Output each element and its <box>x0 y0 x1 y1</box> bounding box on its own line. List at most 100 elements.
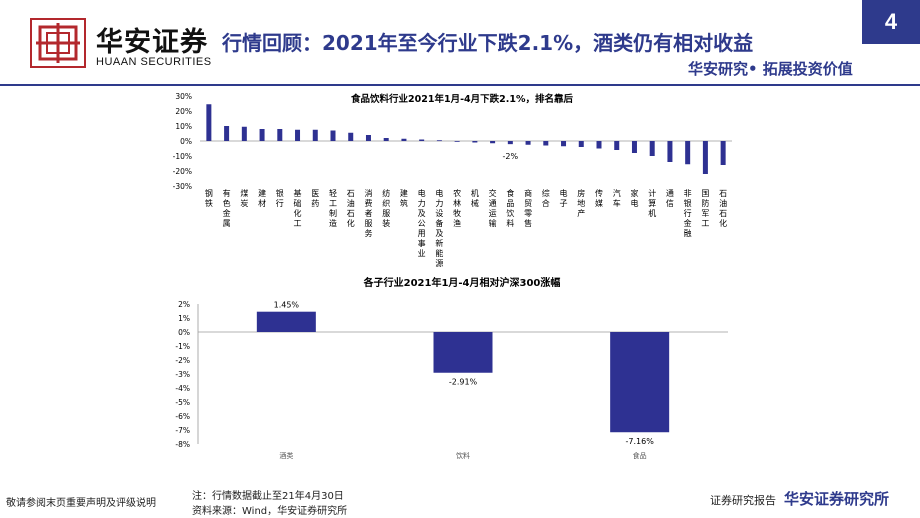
chart1-category-label: 机械 <box>471 188 479 208</box>
header-divider <box>0 84 920 86</box>
chart2-y-tick: -5% <box>175 398 190 407</box>
chart1-bar <box>720 141 726 165</box>
chart1-bar <box>277 129 283 141</box>
chart2-y-tick: -4% <box>175 384 190 393</box>
chart2-y-tick: 2% <box>178 300 190 309</box>
chart1-bar <box>224 126 230 141</box>
page-title: 行情回顾：2021年至今行业下跌2.1%，酒类仍有相对收益 <box>222 31 754 55</box>
chart1-bar <box>312 129 318 141</box>
chart1-bar <box>419 139 425 141</box>
chart1-annotation: -2% <box>503 152 519 161</box>
chart1-bar <box>702 141 708 174</box>
chart1-axis: 30% 20% 10% 0% -10% -20% -30% -2% <box>173 92 732 191</box>
chart1-category-label: 农林牧渔 <box>453 188 461 228</box>
data-note: 注：行情数据截止至21年4月30日 <box>192 491 344 502</box>
chart2-bar <box>256 311 316 332</box>
chart2-category-label: 食品 <box>633 451 647 460</box>
brand-name-english: HUAAN SECURITIES <box>96 56 212 68</box>
chart2-y-tick: 1% <box>178 314 190 323</box>
chart1-category-label: 国防军工 <box>701 189 709 228</box>
institute-name: 华安证券研究所 <box>784 490 890 508</box>
data-source: 资料来源：Wind，华安证券研究所 <box>192 506 348 517</box>
chart2-data-label: -7.16% <box>626 437 655 446</box>
chart1-category-label: 计算机 <box>648 188 656 218</box>
chart2-title: 各子行业2021年1月-4月相对沪深300涨幅 <box>363 276 561 289</box>
chart1-category-label: 综合 <box>542 188 550 208</box>
chart1-category-label: 交通运输 <box>489 188 497 228</box>
chart1-category-label: 医药 <box>311 189 319 208</box>
chart1-category-label: 商贸零售 <box>524 188 532 228</box>
chart1-category-label: 电力设备及新能源 <box>435 188 443 268</box>
chart1-bar <box>365 135 371 141</box>
chart2-y-tick: -6% <box>175 412 190 421</box>
chart1-y-tick: -10% <box>173 152 192 161</box>
chart1-category-label: 银行 <box>276 188 284 208</box>
chart1-bar <box>330 130 336 141</box>
chart1-category-label: 房地产 <box>577 188 585 218</box>
chart2-bars: 1.45% -2.91% -7.16% <box>256 301 670 446</box>
chart1-y-tick: 0% <box>180 137 192 146</box>
chart1-category-label: 电力及公用事业 <box>418 188 426 258</box>
chart1-bar <box>454 141 460 142</box>
disclaimer: 敬请参阅末页重要声明及评级说明 <box>6 498 156 509</box>
chart1-y-tick: 30% <box>175 92 192 101</box>
chart1-bar <box>596 141 602 149</box>
chart1-category-label: 消费者服务 <box>364 188 372 238</box>
chart1-bar <box>490 141 496 144</box>
chart1-bar <box>472 141 478 143</box>
chart1-bar <box>401 138 407 141</box>
chart1-y-tick: 20% <box>175 107 192 116</box>
chart2-y-tick: -8% <box>175 440 190 449</box>
chart1-category-label: 轻工制造 <box>329 188 337 228</box>
chart1-category-label: 电子 <box>560 188 568 208</box>
chart1-bar <box>259 129 265 141</box>
chart1-category-label: 食品饮料 <box>506 188 514 228</box>
chart1-bar <box>667 141 673 162</box>
chart1-bar <box>436 140 442 142</box>
chart1-bar <box>525 141 531 145</box>
chart1-bar <box>578 141 584 147</box>
chart1-bar <box>631 141 637 153</box>
chart1-category-label: 建材 <box>258 188 266 208</box>
logo-seal-icon <box>36 23 80 63</box>
chart2-y-tick: 0% <box>178 328 190 337</box>
chart1-y-tick: 10% <box>175 122 192 131</box>
logo-mark <box>30 18 86 68</box>
chart2-y-tick: -7% <box>175 426 190 435</box>
chart2-data-label: -2.91% <box>449 378 478 387</box>
chart1-bars <box>206 104 726 174</box>
chart1-category-label: 通信 <box>666 188 674 208</box>
chart1-category-label: 基础化工 <box>294 188 302 228</box>
chart1-category-label: 建筑 <box>400 188 408 208</box>
chart1-bar <box>649 141 655 156</box>
chart1-category-label: 钢铁 <box>205 188 213 208</box>
brand-name: 华安证券 <box>96 27 208 58</box>
chart1-category-label: 有色金属 <box>223 188 231 228</box>
chart1-category-label: 家电 <box>630 188 638 208</box>
chart1-category-label: 石油石化 <box>347 189 355 228</box>
industry-return-chart: 食品饮料行业2021年1月-4月下跌2.1%，排名靠后 30% 20% 10% 0% -… <box>173 92 732 268</box>
chart2-y-tick: -1% <box>175 342 190 351</box>
chart1-bar <box>241 126 247 141</box>
chart1-title: 食品饮料行业2021年1月-4月下跌2.1%，排名靠后 <box>350 93 573 105</box>
chart1-bar <box>561 141 567 147</box>
chart1-category-label: 石油石化 <box>719 189 727 228</box>
chart2-y-tick: -2% <box>175 356 190 365</box>
tagline: 华安研究• 拓展投资价值 <box>688 60 853 78</box>
page-number: 4 <box>862 0 920 44</box>
chart1-bar <box>383 138 389 141</box>
chart1-y-tick: -30% <box>173 182 192 191</box>
chart1-bar <box>543 141 549 146</box>
chart1-category-label: 汽车 <box>613 188 621 208</box>
chart2-category-label: 酒类 <box>279 451 293 460</box>
chart2-y-tick: -3% <box>175 370 190 379</box>
chart2-category-label: 饮料 <box>456 451 470 460</box>
chart1-bar <box>614 141 620 150</box>
report-label: 证券研究报告 <box>710 494 776 507</box>
subsector-relative-chart: 各子行业2021年1月-4月相对沪深300涨幅 2% 1% 0% -1% -2% -3% -… <box>175 276 728 460</box>
chart1-bar <box>206 104 212 141</box>
chart1-bar <box>507 141 513 145</box>
chart2-data-label: 1.45% <box>274 301 300 310</box>
chart2-bar <box>610 332 670 433</box>
